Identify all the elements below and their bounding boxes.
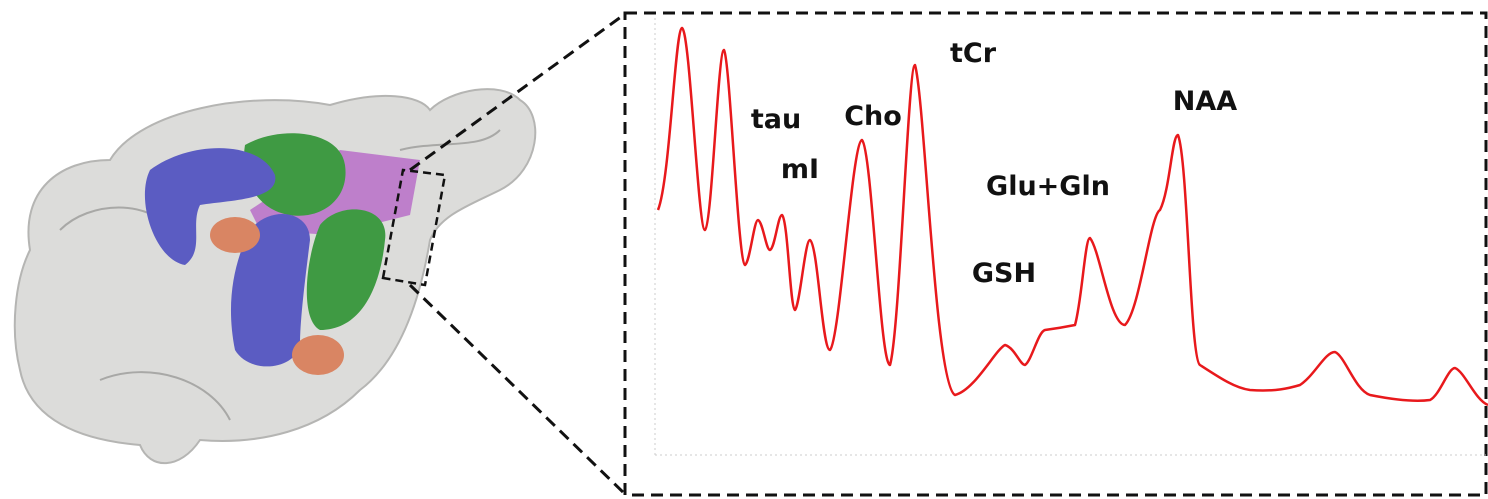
brain-render	[15, 89, 535, 463]
peak-label: Glu+Gln	[986, 171, 1110, 202]
peak-label: GSH	[972, 258, 1036, 289]
peak-labels: tau mI Cho tCr Glu+Gln GSH NAA	[751, 38, 1237, 289]
peak-label: tau	[751, 104, 801, 135]
page: taumIChotCrGlu+GlnGSHNAA (() => { const …	[0, 0, 1488, 499]
peak-label: Cho	[844, 101, 902, 132]
figure: tau mI Cho tCr Glu+Gln GSH NAA	[0, 0, 1488, 499]
spectrum-fit	[658, 28, 1488, 405]
zoom-lines	[410, 13, 1486, 495]
peak-label: tCr	[950, 38, 997, 69]
peak-label: mI	[781, 154, 819, 185]
peak-label: NAA	[1173, 86, 1237, 117]
